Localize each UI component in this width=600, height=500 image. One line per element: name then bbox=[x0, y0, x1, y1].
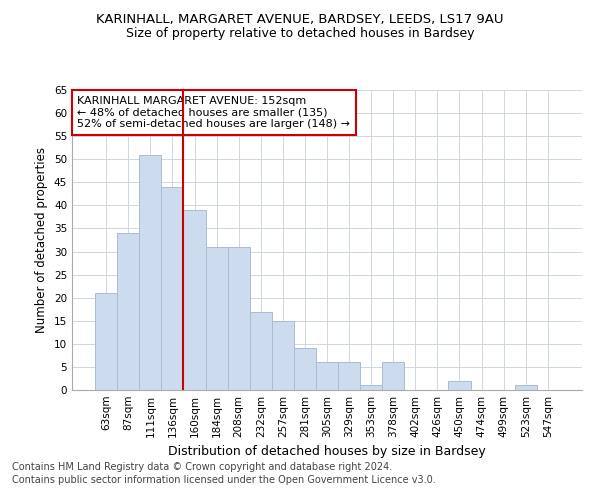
Bar bbox=[515, 386, 537, 390]
Bar bbox=[227, 247, 250, 390]
Bar bbox=[382, 362, 404, 390]
Bar bbox=[338, 362, 360, 390]
Text: KARINHALL MARGARET AVENUE: 152sqm
← 48% of detached houses are smaller (135)
52%: KARINHALL MARGARET AVENUE: 152sqm ← 48% … bbox=[77, 96, 350, 129]
Text: Contains HM Land Registry data © Crown copyright and database right 2024.: Contains HM Land Registry data © Crown c… bbox=[12, 462, 392, 472]
Bar bbox=[95, 293, 117, 390]
Bar bbox=[139, 154, 161, 390]
Bar bbox=[316, 362, 338, 390]
Text: KARINHALL, MARGARET AVENUE, BARDSEY, LEEDS, LS17 9AU: KARINHALL, MARGARET AVENUE, BARDSEY, LEE… bbox=[96, 12, 504, 26]
Bar bbox=[184, 210, 206, 390]
Bar bbox=[161, 187, 184, 390]
Bar bbox=[360, 386, 382, 390]
Text: Contains public sector information licensed under the Open Government Licence v3: Contains public sector information licen… bbox=[12, 475, 436, 485]
Bar bbox=[272, 321, 294, 390]
Bar bbox=[448, 381, 470, 390]
Bar bbox=[294, 348, 316, 390]
Bar bbox=[206, 247, 227, 390]
X-axis label: Distribution of detached houses by size in Bardsey: Distribution of detached houses by size … bbox=[168, 446, 486, 458]
Y-axis label: Number of detached properties: Number of detached properties bbox=[35, 147, 49, 333]
Bar bbox=[117, 233, 139, 390]
Bar bbox=[250, 312, 272, 390]
Text: Size of property relative to detached houses in Bardsey: Size of property relative to detached ho… bbox=[126, 28, 474, 40]
